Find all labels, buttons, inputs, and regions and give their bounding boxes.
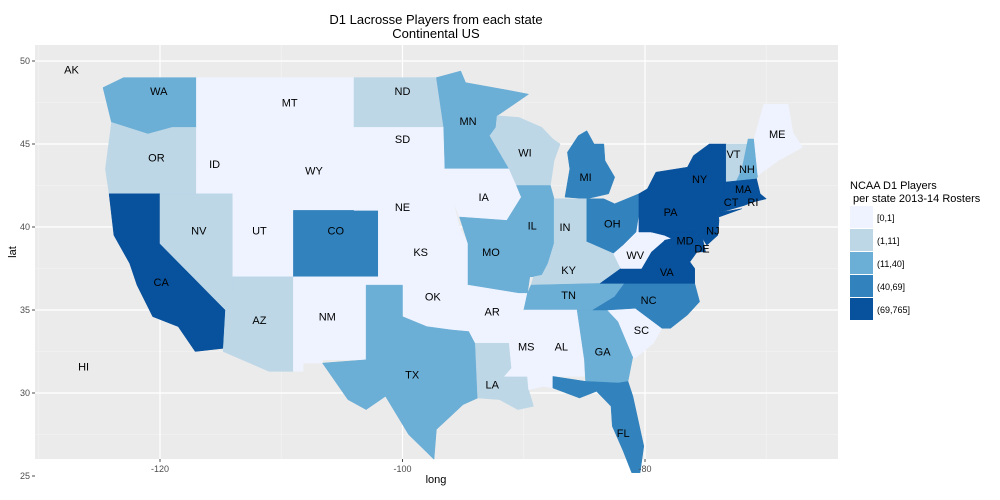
state-label-ri: RI bbox=[747, 197, 758, 209]
state-label-la: LA bbox=[485, 380, 499, 392]
state-ri bbox=[744, 193, 754, 206]
legend: NCAA D1 Players per state 2013-14 Roster… bbox=[850, 180, 981, 320]
state-label-md: MD bbox=[676, 235, 693, 247]
chart-title: D1 Lacrosse Players from each state bbox=[329, 12, 542, 27]
state-label-ga: GA bbox=[595, 347, 612, 359]
state-me bbox=[753, 103, 803, 176]
state-label-va: VA bbox=[660, 267, 675, 279]
state-label-mi: MI bbox=[579, 172, 591, 184]
state-label-ar: AR bbox=[485, 307, 500, 319]
state-label-ks: KS bbox=[413, 247, 428, 259]
state-label-mt: MT bbox=[282, 98, 298, 110]
state-label-ca: CA bbox=[154, 277, 170, 289]
state-label-hi: HI bbox=[78, 361, 89, 373]
legend-key bbox=[850, 206, 873, 228]
state-labels: WA OR CA ID NV MT WY UT AZ CO NM ND SD NE KS OK TX MN IA MO… bbox=[64, 64, 786, 440]
y-tick-label: 25 bbox=[20, 471, 30, 481]
state-label-pa: PA bbox=[664, 207, 679, 219]
state-label-nj: NJ bbox=[706, 225, 719, 237]
state-label-in: IN bbox=[560, 222, 571, 234]
state-label-wy: WY bbox=[305, 166, 323, 178]
state-label-wa: WA bbox=[150, 86, 168, 98]
state-label-ct: CT bbox=[724, 197, 739, 209]
legend-title-line2: per state 2013-14 Rosters bbox=[850, 193, 981, 205]
state-label-wv: WV bbox=[626, 250, 644, 262]
x-axis-title: long bbox=[426, 474, 447, 486]
state-label-co: CO bbox=[328, 225, 345, 237]
state-label-or: OR bbox=[148, 152, 165, 164]
state-label-ia: IA bbox=[478, 192, 489, 204]
state-label-nh: NH bbox=[739, 164, 755, 176]
state-label-ky: KY bbox=[561, 265, 576, 277]
state-label-mn: MN bbox=[459, 116, 476, 128]
state-label-az: AZ bbox=[252, 315, 266, 327]
state-label-id: ID bbox=[209, 159, 220, 171]
state-label-nm: NM bbox=[319, 312, 336, 324]
state-label-vt: VT bbox=[726, 149, 740, 161]
legend-title-line1: NCAA D1 Players bbox=[850, 180, 937, 192]
x-tick-label: -80 bbox=[638, 464, 651, 474]
chart-subtitle: Continental US bbox=[392, 26, 480, 41]
states-layer bbox=[102, 70, 803, 473]
state-nm bbox=[293, 276, 367, 372]
legend-label: (69,765] bbox=[877, 305, 910, 315]
state-label-oh: OH bbox=[604, 219, 621, 231]
legend-label: [0,1] bbox=[877, 213, 895, 223]
state-label-tn: TN bbox=[561, 290, 576, 302]
state-tx bbox=[322, 284, 478, 460]
state-label-il: IL bbox=[528, 220, 537, 232]
state-label-tx: TX bbox=[405, 370, 420, 382]
state-label-ny: NY bbox=[692, 174, 708, 186]
state-label-nv: NV bbox=[191, 225, 207, 237]
x-tick-label: -100 bbox=[393, 464, 411, 474]
y-tick-label: 50 bbox=[20, 56, 30, 66]
legend-key bbox=[850, 298, 873, 320]
state-label-ne: NE bbox=[395, 202, 410, 214]
y-tick-label: 30 bbox=[20, 388, 30, 398]
state-label-wi: WI bbox=[518, 147, 531, 159]
state-label-ms: MS bbox=[518, 342, 535, 354]
y-axis-title: lat bbox=[7, 246, 19, 258]
legend-label: (40,69] bbox=[877, 282, 905, 292]
state-fl bbox=[552, 376, 645, 473]
y-tick-label: 35 bbox=[20, 305, 30, 315]
state-mi bbox=[564, 130, 615, 200]
legend-key bbox=[850, 229, 873, 251]
state-label-de: DE bbox=[694, 244, 709, 256]
state-label-sd: SD bbox=[395, 134, 410, 146]
state-label-mo: MO bbox=[482, 247, 500, 259]
state-ms bbox=[504, 309, 546, 390]
legend-key bbox=[850, 252, 873, 274]
state-label-al: AL bbox=[555, 342, 568, 354]
state-label-ak: AK bbox=[64, 64, 79, 76]
state-label-ut: UT bbox=[252, 225, 267, 237]
state-nc bbox=[592, 283, 700, 329]
state-label-fl: FL bbox=[617, 428, 630, 440]
state-co bbox=[293, 210, 379, 278]
state-label-nc: NC bbox=[641, 295, 657, 307]
legend-key bbox=[850, 275, 873, 297]
y-tick-label: 40 bbox=[20, 222, 30, 232]
state-label-me: ME bbox=[769, 129, 786, 141]
legend-label: (1,11] bbox=[877, 236, 899, 246]
legend-label: (11,40] bbox=[877, 259, 904, 269]
x-tick-label: -120 bbox=[151, 464, 169, 474]
state-label-nd: ND bbox=[395, 86, 411, 98]
state-label-ok: OK bbox=[425, 292, 442, 304]
y-tick-label: 45 bbox=[20, 139, 30, 149]
state-label-ma: MA bbox=[735, 184, 752, 196]
state-label-sc: SC bbox=[634, 325, 649, 337]
